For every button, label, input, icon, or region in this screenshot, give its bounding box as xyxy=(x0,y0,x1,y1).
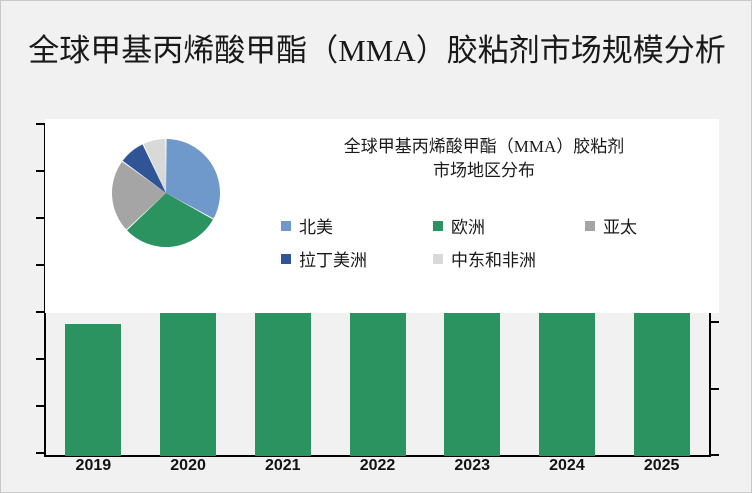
legend-swatch-icon xyxy=(281,253,291,264)
y-axis-tick xyxy=(710,453,719,456)
x-axis-label-2020: 2020 xyxy=(170,457,206,474)
legend-item-中东和非洲[interactable]: 中东和非洲 xyxy=(433,246,536,271)
legend-item-label: 亚太 xyxy=(603,218,637,237)
legend-swatch-icon xyxy=(433,253,443,264)
legend-item-label: 欧洲 xyxy=(451,218,485,237)
pie-chart-title: 全球甲基丙烯酸甲酯（MMA）胶粘剂 市场地区分布 xyxy=(269,135,699,183)
pie-slice-4 xyxy=(143,139,166,193)
x-axis-label-2022: 2022 xyxy=(359,457,396,474)
legend-item-亚太[interactable]: 亚太 xyxy=(585,213,637,238)
y-axis-tick xyxy=(710,321,719,324)
legend-item-label: 拉丁美洲 xyxy=(299,251,367,270)
legend-item-label: 中东和非洲 xyxy=(451,251,536,270)
x-axis-label-2024: 2024 xyxy=(549,457,585,474)
pie-chart-title-line-2: 市场地区分布 xyxy=(433,161,535,180)
pie-chart-legend: 北美 欧洲 亚太 拉丁美洲 中东和非洲 xyxy=(281,209,701,275)
legend-item-拉丁美洲[interactable]: 拉丁美洲 xyxy=(281,246,433,271)
bar-2021 xyxy=(254,291,311,456)
y-axis-tick xyxy=(36,404,45,407)
legend-item-label: 北美 xyxy=(299,218,333,237)
pie-chart-title-line-1: 全球甲基丙烯酸甲酯（MMA）胶粘剂 xyxy=(343,137,625,156)
y-axis-tick xyxy=(36,310,45,313)
x-axis xyxy=(44,455,711,457)
pie-slice-0 xyxy=(166,139,220,219)
x-axis-label-2025: 2025 xyxy=(643,457,680,474)
pie-chart xyxy=(111,138,221,248)
legend-swatch-icon xyxy=(281,220,291,231)
bar-2019 xyxy=(65,324,122,456)
x-axis-label-2023: 2023 xyxy=(454,457,490,474)
pie-slice-2 xyxy=(111,161,166,230)
bar-2020 xyxy=(160,300,217,456)
legend-swatch-icon xyxy=(433,220,443,231)
y-axis-tick xyxy=(36,123,45,125)
x-axis-label-2021: 2021 xyxy=(264,457,301,474)
y-axis-tick xyxy=(36,357,45,360)
legend-item-北美[interactable]: 北美 xyxy=(281,213,433,238)
legend-swatch-icon xyxy=(585,220,595,231)
y-axis-tick xyxy=(710,387,719,390)
y-axis-tick xyxy=(36,263,45,266)
y-axis-tick xyxy=(36,451,45,454)
title-bar: 全球甲基丙烯酸甲酯（MMA）胶粘剂市场规模分析 xyxy=(1,1,751,99)
x-axis-label-2019: 2019 xyxy=(75,457,112,474)
pie-chart-svg xyxy=(111,139,220,247)
legend-row: 拉丁美洲 中东和非洲 xyxy=(281,242,701,275)
legend-item-欧洲[interactable]: 欧洲 xyxy=(433,213,585,238)
y-axis-tick xyxy=(36,169,45,172)
pie-slice-1 xyxy=(127,193,214,247)
pie-slice-3 xyxy=(122,144,166,193)
pie-chart-card: 全球甲基丙烯酸甲酯（MMA）胶粘剂 市场地区分布 北美 欧洲 亚太 拉丁美洲 中东和非… xyxy=(45,119,719,313)
page-title: 全球甲基丙烯酸甲酯（MMA）胶粘剂市场规模分析 xyxy=(28,32,726,68)
x-axis-labels: 2019 2020 2021 2022 2023 2024 2025 xyxy=(9,457,745,487)
legend-row: 北美 欧洲 亚太 xyxy=(281,209,701,242)
y-axis-tick xyxy=(36,216,45,219)
